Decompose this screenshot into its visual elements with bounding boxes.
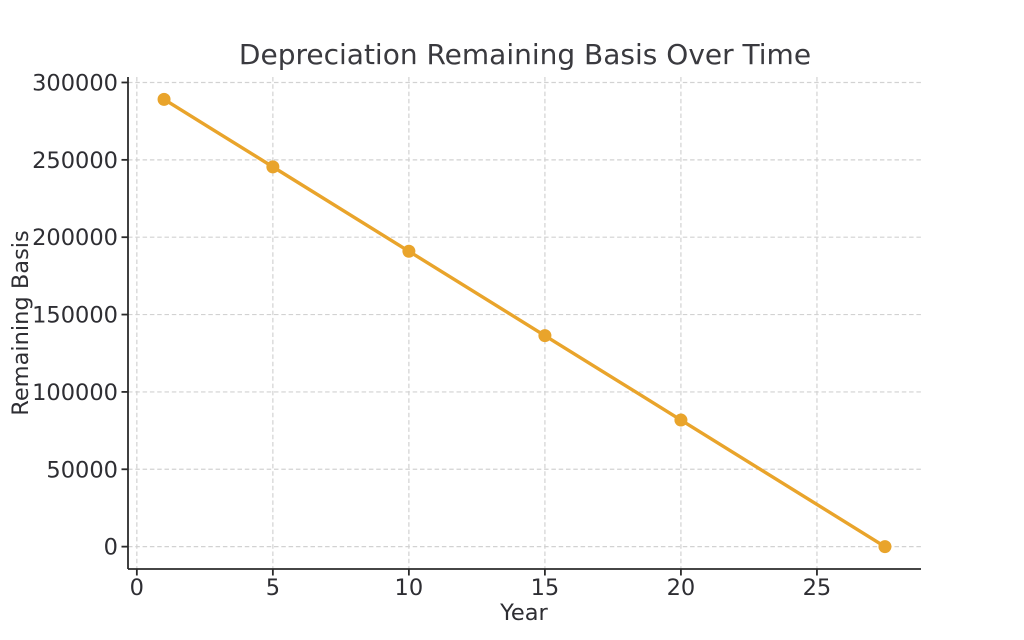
data-point bbox=[157, 92, 171, 106]
y-tick-label: 200000 bbox=[32, 225, 118, 251]
series-line bbox=[162, 97, 887, 549]
x-tick-label: 10 bbox=[395, 575, 424, 601]
data-point bbox=[674, 413, 688, 427]
x-tick-label: 5 bbox=[266, 575, 280, 601]
data-point bbox=[538, 329, 552, 343]
label-layer: Depreciation Remaining Basis Over Time Y… bbox=[8, 38, 811, 626]
series-layer bbox=[157, 92, 892, 554]
x-tick-label: 25 bbox=[803, 575, 832, 601]
y-tick-label: 100000 bbox=[32, 380, 118, 406]
y-tick-label: 250000 bbox=[32, 148, 118, 174]
y-tick-label: 0 bbox=[104, 535, 118, 561]
data-point bbox=[266, 160, 280, 174]
data-point bbox=[402, 244, 416, 258]
data-point bbox=[878, 540, 892, 554]
y-axis-label: Remaining Basis bbox=[8, 230, 34, 416]
x-tick-label: 20 bbox=[667, 575, 696, 601]
y-tick-label: 50000 bbox=[46, 457, 118, 483]
y-tick-label: 150000 bbox=[32, 303, 118, 329]
chart-title: Depreciation Remaining Basis Over Time bbox=[239, 38, 811, 71]
grid-layer bbox=[128, 77, 921, 569]
y-tick-label: 300000 bbox=[32, 70, 118, 96]
x-tick-label: 0 bbox=[130, 575, 144, 601]
x-axis-label: Year bbox=[499, 600, 548, 626]
axis-layer: 0 5 10 15 20 25 0 50000 100000 150000 200000 250000… bbox=[32, 70, 921, 601]
x-tick-label: 15 bbox=[531, 575, 560, 601]
